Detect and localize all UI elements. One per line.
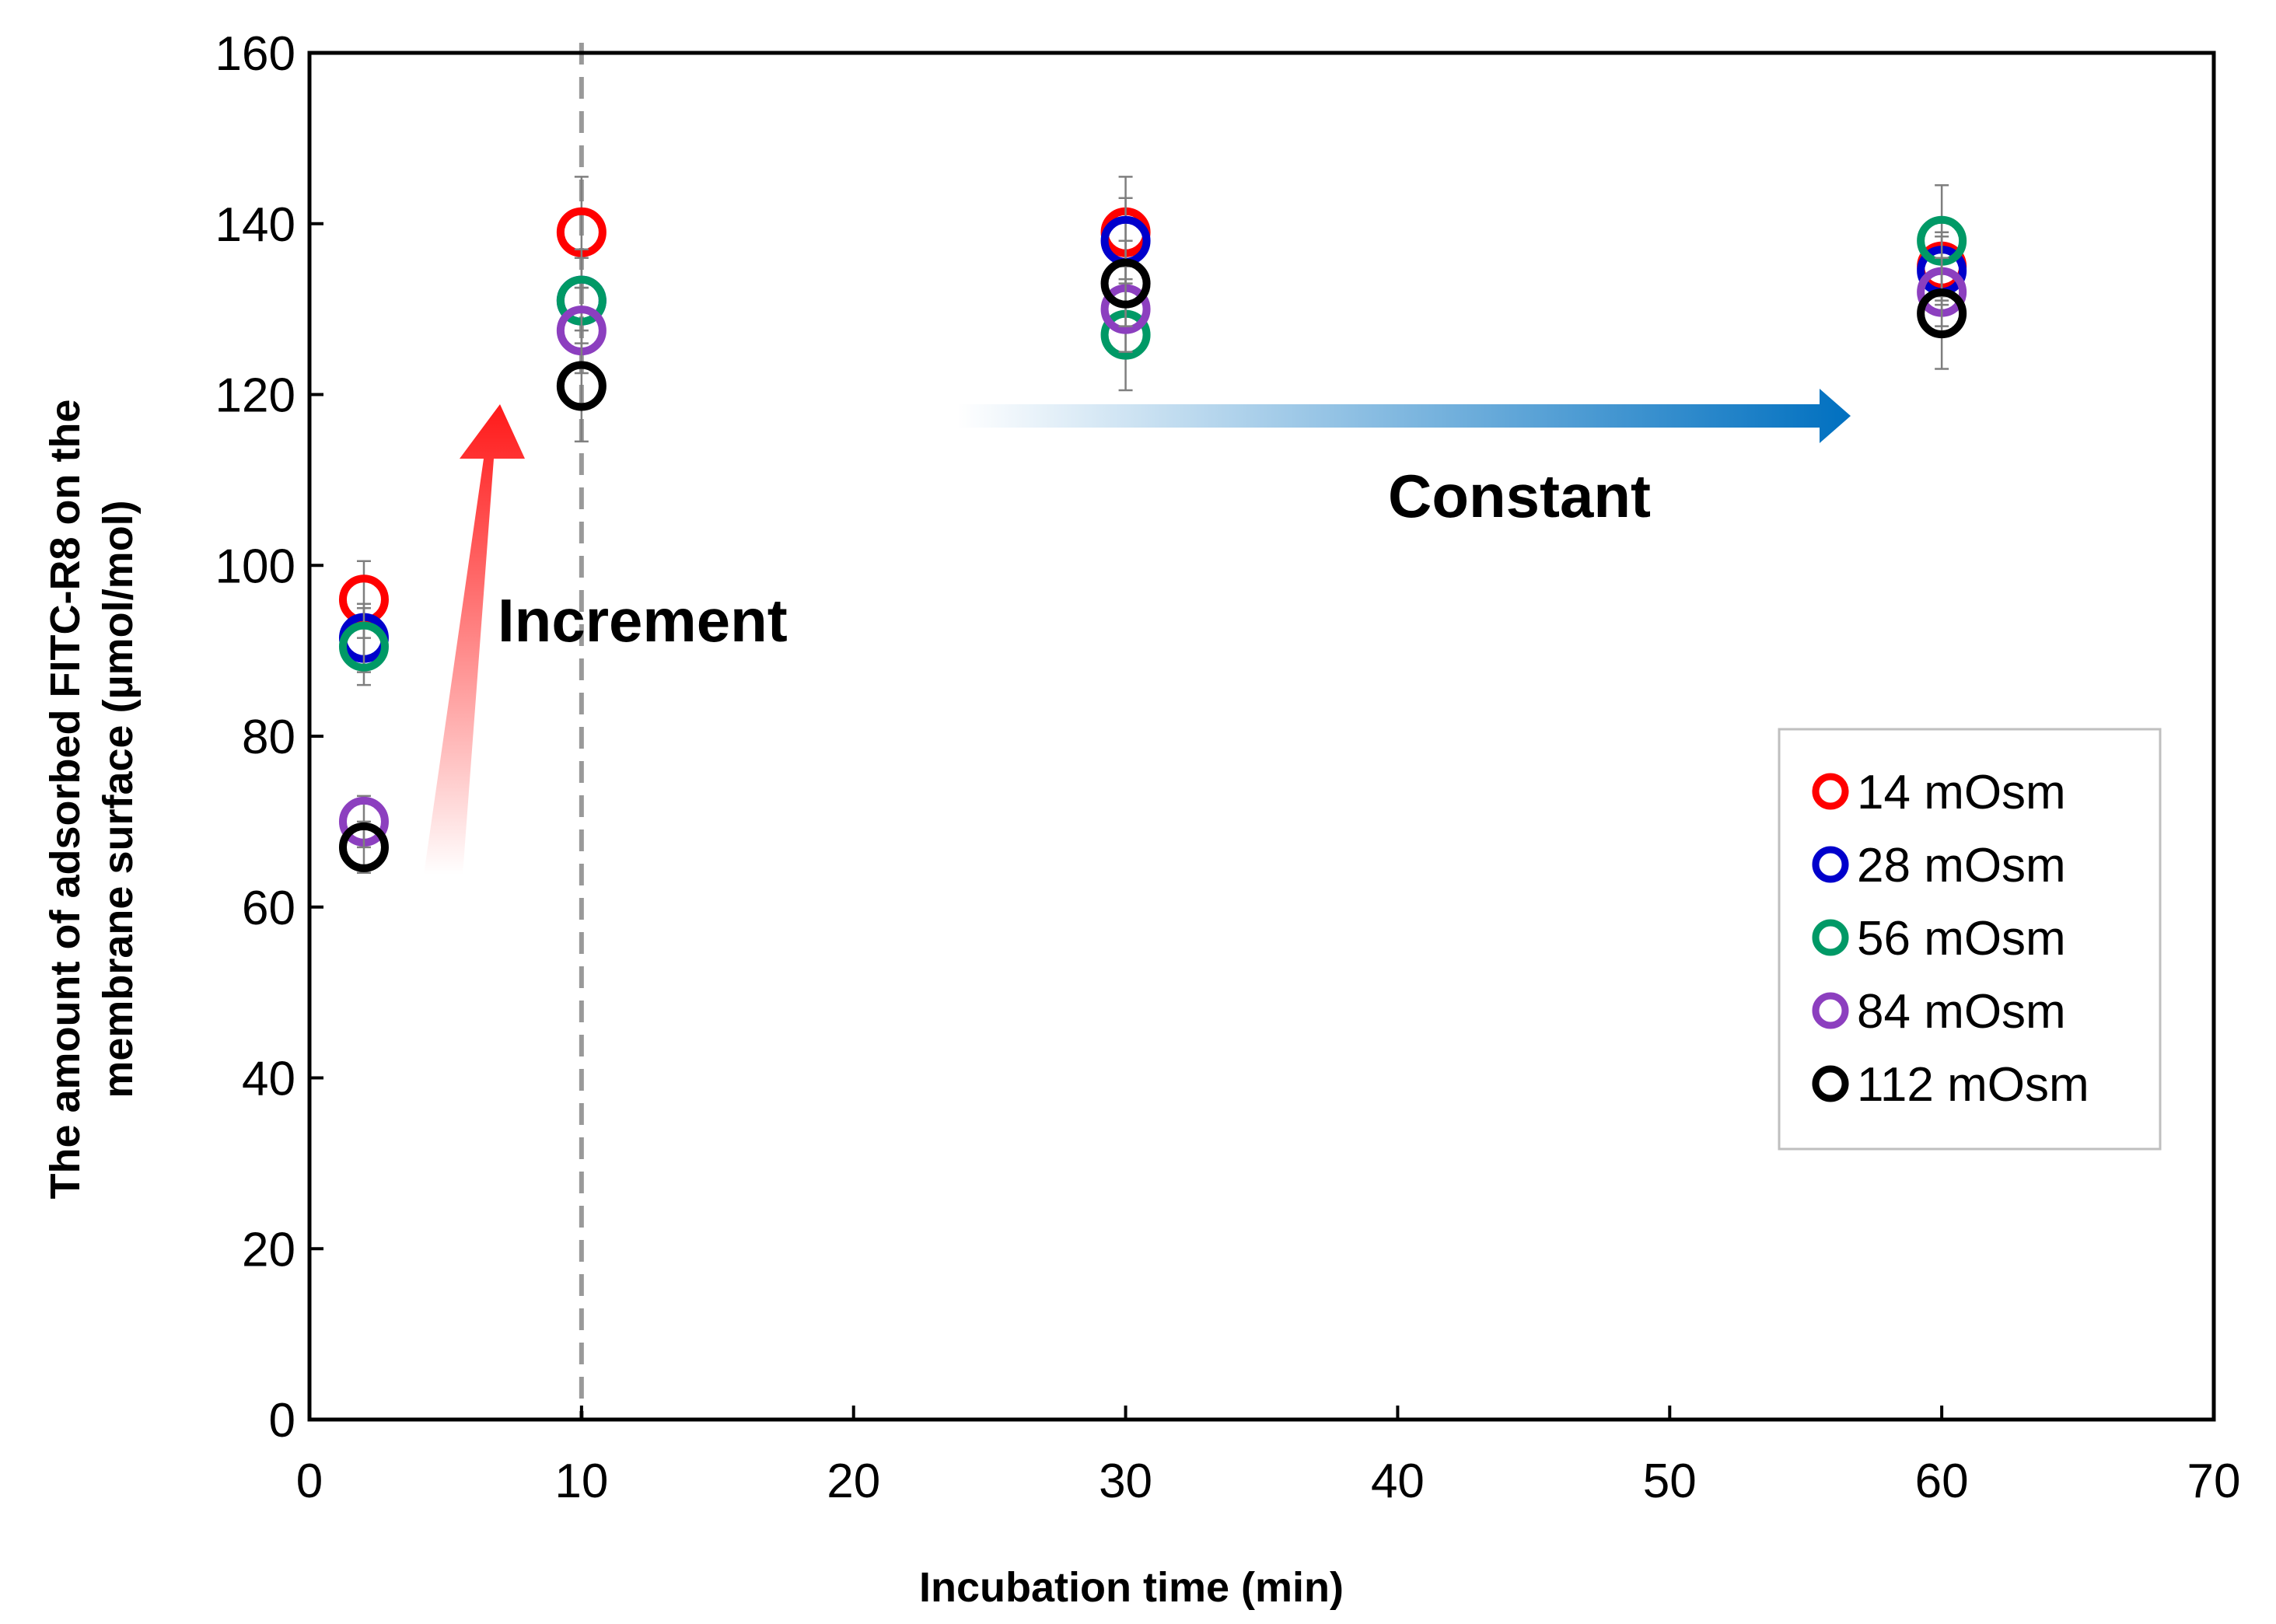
increment-label: Increment (498, 586, 788, 655)
y-axis-title-line-2: membrane surface (µmol/mol) (95, 500, 142, 1098)
legend-label: 112 mOsm (1857, 1058, 2089, 1112)
y-tick-label: 60 (242, 882, 295, 935)
x-tick-label: 0 (296, 1455, 323, 1508)
data-point (1917, 288, 1967, 339)
y-tick-label: 100 (215, 540, 295, 593)
legend-label: 56 mOsm (1857, 912, 2066, 966)
y-tick-label: 140 (215, 198, 295, 252)
x-axis: 0 10 20 30 40 50 60 70 (296, 1406, 2241, 1508)
legend: 14 mOsm 28 mOsm 56 mOsm 84 mOsm 112 mOsm (1778, 728, 2162, 1151)
legend-marker (1812, 992, 1849, 1029)
legend-marker (1812, 846, 1849, 883)
constant-arrow (956, 389, 1851, 443)
data-point (1100, 258, 1151, 309)
y-axis: 0 20 40 60 80 100 120 140 160 (215, 27, 323, 1448)
x-tick-label: 10 (554, 1455, 608, 1508)
legend-label: 28 mOsm (1857, 839, 2066, 892)
x-tick-label: 70 (2187, 1455, 2241, 1508)
series-4 (338, 239, 1967, 875)
x-tick-label: 60 (1915, 1455, 1969, 1508)
y-tick-label: 40 (242, 1053, 295, 1106)
legend-label: 84 mOsm (1857, 985, 2066, 1039)
series-3 (338, 257, 1967, 849)
x-axis-title: Incubation time (min) (919, 1564, 1344, 1611)
x-tick-label: 30 (1099, 1455, 1152, 1508)
data-point (556, 361, 607, 411)
data-point (338, 621, 389, 672)
y-tick-label: 120 (215, 369, 295, 423)
y-axis-title-line-1: The amount of adsorbed FITC-R8 on the (42, 400, 89, 1200)
legend-marker (1812, 1065, 1849, 1102)
legend-marker (1812, 919, 1849, 956)
data-points (338, 176, 1967, 875)
y-tick-label: 160 (215, 27, 295, 81)
y-tick-label: 0 (269, 1394, 295, 1448)
x-tick-label: 50 (1643, 1455, 1697, 1508)
increment-arrow (424, 404, 525, 875)
data-point (338, 822, 389, 872)
legend-label: 14 mOsm (1857, 766, 2066, 819)
x-tick-label: 40 (1371, 1455, 1425, 1508)
y-tick-label: 20 (242, 1223, 295, 1276)
constant-label: Constant (1388, 462, 1651, 530)
x-tick-label: 20 (827, 1455, 880, 1508)
y-tick-label: 80 (242, 711, 295, 764)
legend-marker (1812, 773, 1849, 810)
